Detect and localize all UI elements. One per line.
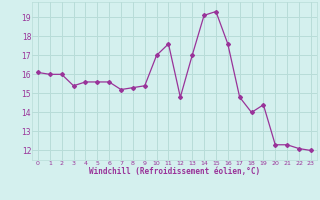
X-axis label: Windchill (Refroidissement éolien,°C): Windchill (Refroidissement éolien,°C) <box>89 167 260 176</box>
